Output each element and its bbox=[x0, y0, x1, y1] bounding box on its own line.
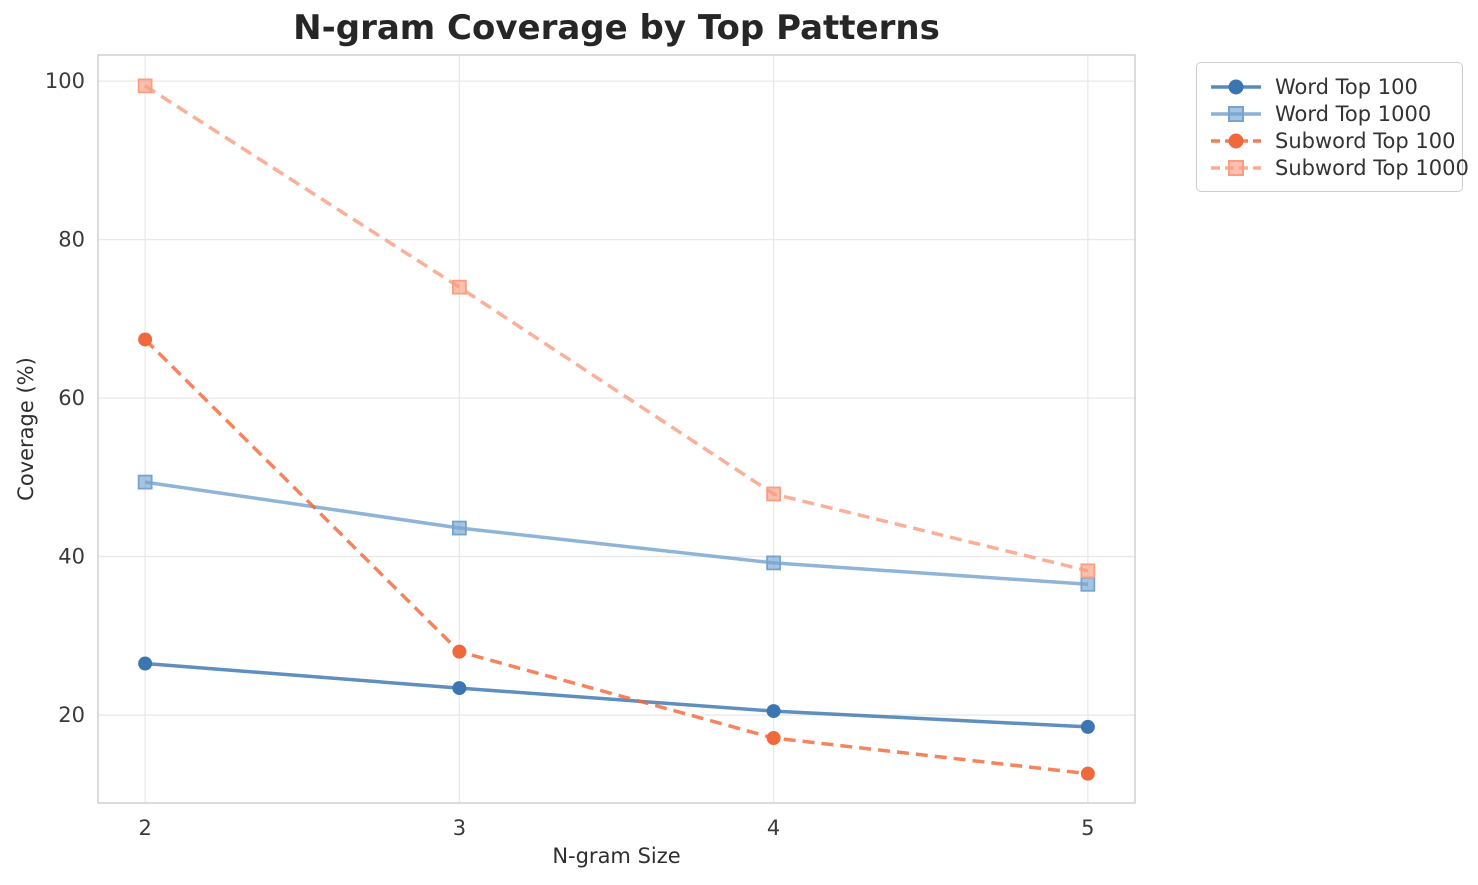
legend-item-label: Subword Top 100 bbox=[1275, 128, 1456, 153]
legend-solid-square-icon bbox=[1211, 105, 1261, 122]
chart-title: N-gram Coverage by Top Patterns bbox=[293, 8, 940, 48]
y-tick-label-100: 100 bbox=[45, 69, 85, 93]
x-axis-label: N-gram Size bbox=[552, 844, 681, 868]
legend-sample-marker bbox=[1228, 133, 1244, 148]
grid bbox=[98, 55, 1135, 803]
marker-word-top-100-x4 bbox=[766, 704, 781, 719]
marker-subword-top-100-x2 bbox=[138, 332, 153, 347]
x-tick-label-2: 2 bbox=[138, 816, 151, 840]
y-axis-label: Coverage (%) bbox=[14, 357, 38, 501]
legend-dashed-square-icon bbox=[1211, 159, 1261, 176]
marker-word-top-100-x2 bbox=[138, 656, 153, 671]
marker-subword-top-100-x3 bbox=[452, 644, 467, 659]
x-tick-label-5: 5 bbox=[1081, 816, 1094, 840]
series-line-word-top-1000 bbox=[144, 480, 1089, 587]
marker-word-top-100-x3 bbox=[452, 681, 467, 696]
series-line-subword-top-1000 bbox=[144, 84, 1089, 573]
y-tick-label-60: 60 bbox=[58, 386, 85, 410]
marker-word-top-100-x5 bbox=[1080, 719, 1095, 734]
legend-item-word-top-100: Word Top 100 bbox=[1209, 73, 1450, 100]
legend-item-subword-top-100: Subword Top 100 bbox=[1209, 127, 1455, 154]
marker-subword-top-100-x5 bbox=[1080, 766, 1095, 781]
marker-subword-top-1000-x5 bbox=[1080, 563, 1096, 579]
marker-word-top-1000-x2 bbox=[137, 474, 153, 490]
y-tick-label-20: 20 bbox=[58, 703, 85, 727]
legend: Word Top 100 Word Top 1000 Subword Top 100… bbox=[1196, 62, 1469, 192]
legend-item-word-top-1000: Word Top 1000 bbox=[1209, 100, 1450, 127]
plot-border bbox=[97, 54, 1136, 804]
series-line-word-top-100 bbox=[144, 661, 1088, 729]
marker-subword-top-1000-x2 bbox=[137, 78, 153, 94]
y-tick-label-40: 40 bbox=[58, 545, 85, 569]
legend-dashed-circle-icon bbox=[1211, 133, 1261, 148]
legend-sample-marker bbox=[1228, 79, 1244, 94]
marker-word-top-1000-x5 bbox=[1080, 576, 1096, 592]
marker-subword-top-100-x4 bbox=[766, 731, 781, 746]
marker-subword-top-1000-x3 bbox=[451, 279, 467, 295]
legend-item-subword-top-1000: Subword Top 1000 bbox=[1209, 154, 1469, 181]
marker-word-top-1000-x4 bbox=[766, 555, 782, 571]
marker-word-top-1000-x3 bbox=[451, 520, 467, 536]
legend-item-label: Word Top 100 bbox=[1275, 74, 1418, 99]
legend-item-label: Subword Top 1000 bbox=[1275, 155, 1469, 180]
x-tick-label-3: 3 bbox=[453, 816, 466, 840]
legend-item-label: Word Top 1000 bbox=[1275, 101, 1432, 126]
marker-subword-top-1000-x4 bbox=[766, 486, 782, 502]
legend-sample-marker bbox=[1228, 159, 1244, 176]
x-tick-label-4: 4 bbox=[767, 816, 780, 840]
y-tick-label-80: 80 bbox=[58, 228, 85, 252]
legend-solid-circle-icon bbox=[1211, 79, 1261, 94]
legend-sample-marker bbox=[1228, 105, 1244, 122]
